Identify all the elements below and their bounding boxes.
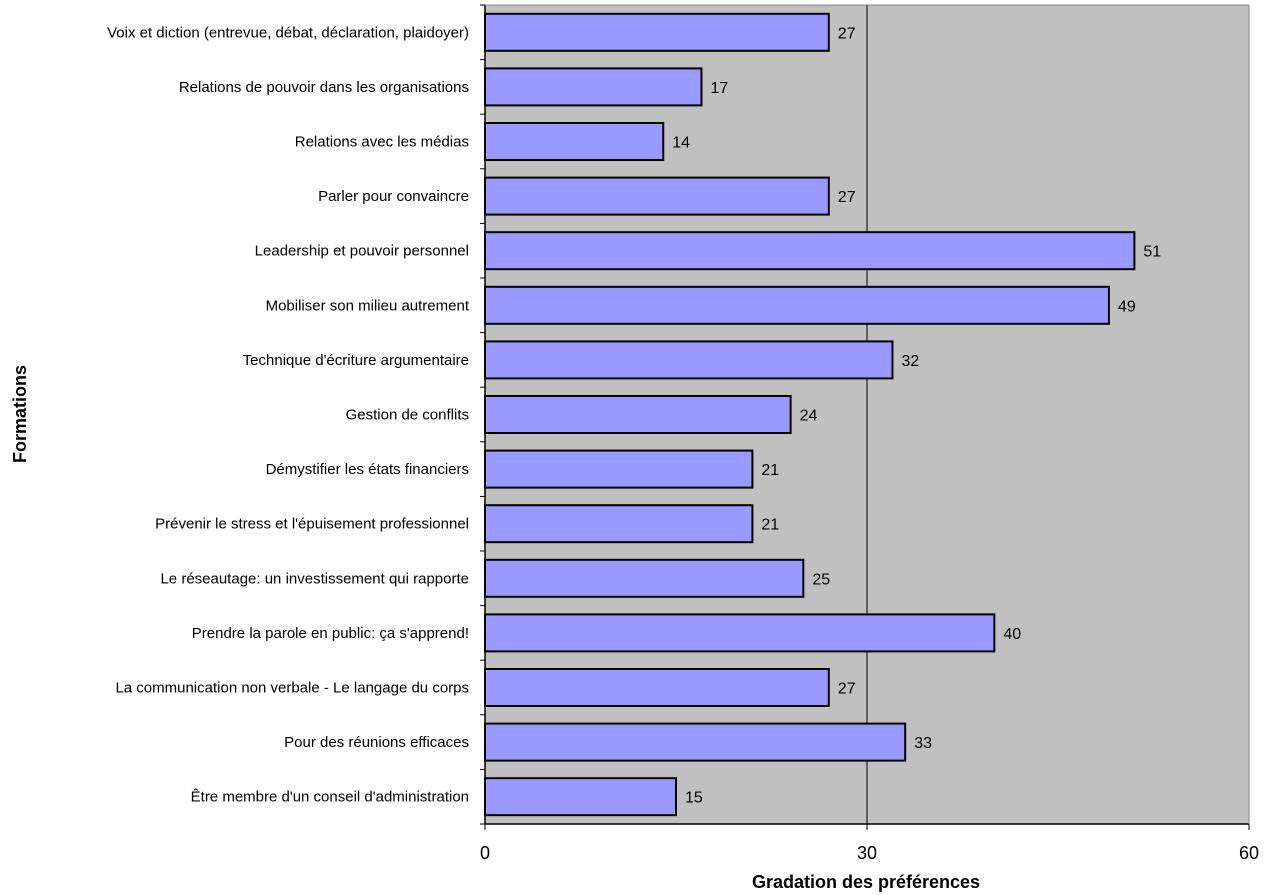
x-tick-label: 0 [480,843,490,863]
bar [484,613,996,653]
data-label: 27 [838,681,856,698]
data-label: 51 [1143,244,1161,261]
bar [484,231,1136,271]
category-label: Voix et diction (entrevue, débat, déclar… [107,24,469,41]
data-label: 27 [838,189,856,206]
category-label: Parler pour convaincre [318,188,469,205]
category-label: Démystifier les états financiers [266,461,469,478]
x-tick-labels: 0 30 60 [480,843,1259,863]
data-label: 27 [838,25,856,42]
bar [484,176,830,216]
data-label: 24 [800,408,818,425]
axes [480,4,1250,830]
x-tick-label: 60 [1239,843,1259,863]
bar [484,558,805,598]
category-label: Pour des réunions efficaces [284,734,469,751]
data-labels: 27 17 14 27 51 49 32 24 21 21 25 40 27 33 15 [672,25,1161,806]
data-label: 15 [685,790,703,807]
category-label: Leadership et pouvoir personnel [255,243,469,260]
category-label: Être membre d'un conseil d'administratio… [191,789,469,806]
category-label: Mobiliser son milieu autrement [266,297,470,314]
category-label: Relations de pouvoir dans les organisati… [179,79,469,96]
bar [484,668,830,707]
bar [484,67,703,107]
bar [484,395,792,434]
data-label: 17 [710,80,728,97]
x-axis-title: Gradation des préférences [752,872,980,892]
bar [484,504,754,544]
data-label: 40 [1003,626,1021,643]
category-label: Gestion de conflits [346,407,469,424]
bars [484,12,1136,817]
category-labels: Voix et diction (entrevue, débat, déclar… [107,24,470,805]
category-label: Relations avec les médias [295,134,469,151]
bar [484,449,754,489]
bar [484,285,1110,325]
bar [484,122,665,161]
data-label: 14 [672,135,690,152]
bar [484,340,894,380]
data-label: 21 [761,462,779,479]
data-label: 33 [914,735,932,752]
data-label: 25 [812,571,830,588]
category-label: Le réseautage: un investissement qui rap… [160,570,469,587]
bar [484,12,830,52]
bar [484,777,677,817]
category-label: Prévenir le stress et l'épuisement profe… [155,516,469,533]
data-label: 32 [901,353,919,370]
x-tick-label: 30 [857,843,877,863]
category-label: La communication non verbale - Le langag… [115,680,469,697]
bar [484,722,907,762]
category-label: Technique d'écriture argumentaire [243,352,469,369]
data-label: 21 [761,517,779,534]
data-label: 49 [1118,298,1136,315]
y-axis-title: Formations [10,365,30,463]
category-label: Prendre la parole en public: ça s'appren… [192,625,469,642]
